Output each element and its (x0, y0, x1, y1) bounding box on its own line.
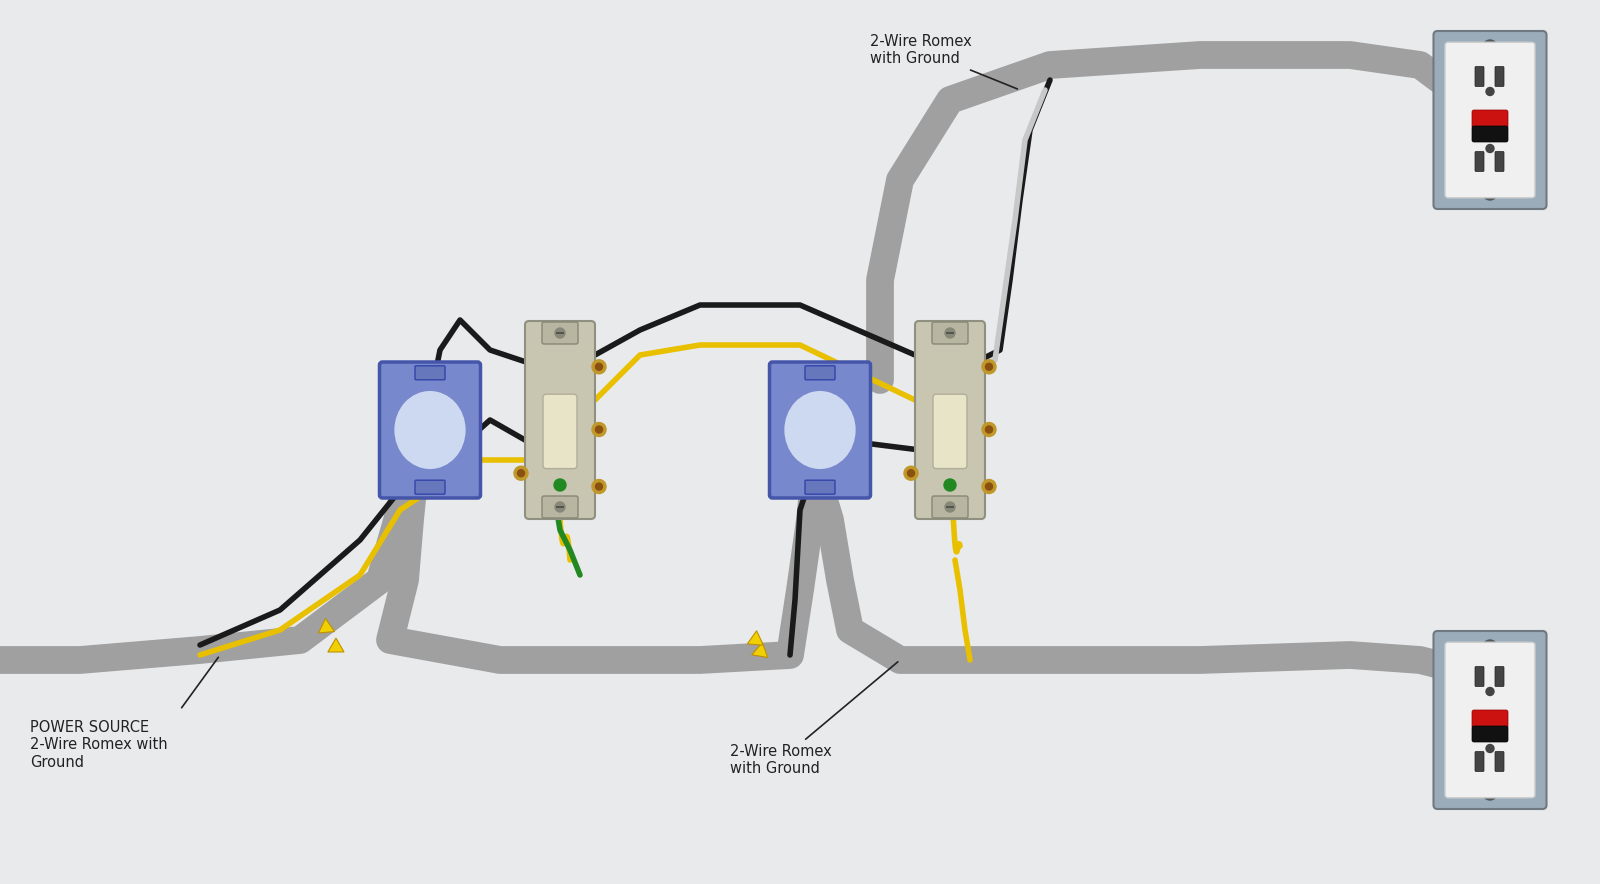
FancyBboxPatch shape (1475, 751, 1485, 772)
FancyBboxPatch shape (1494, 151, 1504, 171)
FancyBboxPatch shape (946, 332, 954, 334)
Circle shape (944, 479, 957, 491)
Circle shape (946, 502, 955, 512)
Circle shape (592, 360, 606, 374)
FancyBboxPatch shape (542, 496, 578, 518)
FancyBboxPatch shape (933, 394, 966, 469)
Circle shape (1483, 786, 1498, 800)
FancyBboxPatch shape (1475, 667, 1485, 687)
Polygon shape (747, 631, 763, 645)
Circle shape (592, 423, 606, 437)
FancyBboxPatch shape (946, 506, 954, 508)
Circle shape (1483, 186, 1498, 200)
FancyBboxPatch shape (1475, 66, 1485, 87)
FancyBboxPatch shape (557, 506, 563, 508)
FancyBboxPatch shape (414, 480, 445, 494)
Circle shape (982, 360, 995, 374)
Polygon shape (328, 638, 344, 652)
Polygon shape (752, 643, 768, 658)
FancyBboxPatch shape (1494, 667, 1504, 687)
Circle shape (1486, 144, 1494, 153)
Circle shape (946, 328, 955, 338)
Circle shape (592, 479, 606, 493)
FancyBboxPatch shape (1494, 751, 1504, 772)
FancyBboxPatch shape (805, 480, 835, 494)
Circle shape (514, 466, 528, 480)
Circle shape (986, 483, 992, 490)
FancyBboxPatch shape (1472, 726, 1507, 742)
FancyBboxPatch shape (1445, 642, 1534, 797)
Ellipse shape (394, 391, 466, 469)
Circle shape (1486, 88, 1494, 95)
Text: 2-Wire Romex
with Ground: 2-Wire Romex with Ground (870, 34, 1018, 89)
Circle shape (986, 363, 992, 370)
FancyBboxPatch shape (805, 366, 835, 380)
FancyBboxPatch shape (1434, 631, 1547, 809)
Polygon shape (318, 619, 334, 633)
Circle shape (907, 469, 915, 476)
FancyBboxPatch shape (557, 332, 563, 334)
Circle shape (982, 479, 995, 493)
FancyBboxPatch shape (1434, 31, 1547, 209)
FancyBboxPatch shape (915, 321, 986, 519)
Circle shape (555, 502, 565, 512)
Circle shape (1483, 640, 1498, 654)
Circle shape (595, 483, 603, 490)
FancyBboxPatch shape (414, 366, 445, 380)
FancyBboxPatch shape (1472, 110, 1507, 128)
Circle shape (982, 423, 995, 437)
Circle shape (1486, 688, 1494, 696)
Circle shape (595, 426, 603, 433)
FancyBboxPatch shape (542, 322, 578, 344)
FancyBboxPatch shape (770, 362, 870, 498)
Circle shape (555, 328, 565, 338)
Text: 2-Wire Romex
with Ground: 2-Wire Romex with Ground (730, 662, 898, 776)
FancyBboxPatch shape (931, 496, 968, 518)
Circle shape (554, 479, 566, 491)
FancyBboxPatch shape (542, 394, 578, 469)
FancyBboxPatch shape (1475, 151, 1485, 171)
Ellipse shape (784, 391, 856, 469)
FancyBboxPatch shape (1472, 710, 1507, 728)
FancyBboxPatch shape (379, 362, 480, 498)
Circle shape (595, 363, 603, 370)
Circle shape (1486, 744, 1494, 752)
FancyBboxPatch shape (1445, 42, 1534, 198)
Circle shape (904, 466, 918, 480)
Circle shape (1483, 40, 1498, 54)
Circle shape (517, 469, 525, 476)
FancyBboxPatch shape (931, 322, 968, 344)
FancyBboxPatch shape (525, 321, 595, 519)
FancyBboxPatch shape (1494, 66, 1504, 87)
Circle shape (986, 426, 992, 433)
FancyBboxPatch shape (1472, 126, 1507, 142)
Text: POWER SOURCE
2-Wire Romex with
Ground: POWER SOURCE 2-Wire Romex with Ground (30, 720, 168, 770)
